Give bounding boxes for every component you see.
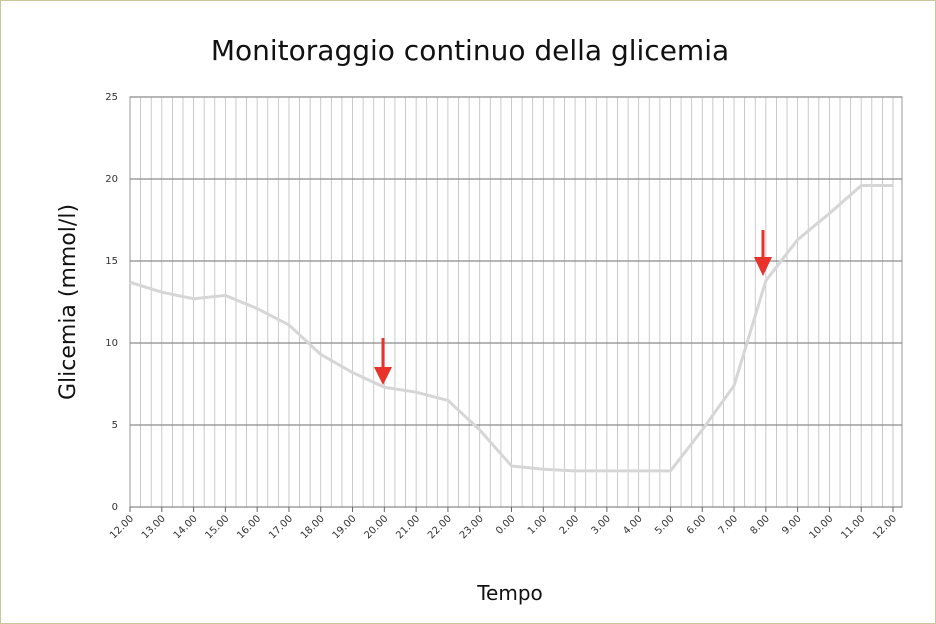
chart-title: Monitoraggio continuo della glicemia <box>211 34 729 67</box>
y-tick-label: 10 <box>105 338 118 349</box>
arrow-head <box>754 257 772 276</box>
y-tick-label: 15 <box>105 256 118 267</box>
data-line <box>129 184 893 473</box>
y-tick-label: 25 <box>105 92 118 103</box>
minor-grid <box>129 96 903 508</box>
y-axis-label: Glicemia (mmol/l) <box>56 204 81 400</box>
arrows <box>374 230 772 385</box>
y-tick-label: 5 <box>112 420 118 431</box>
arrow-head <box>374 367 392 385</box>
y-tick-label: 0 <box>112 502 118 513</box>
x-axis-label: Tempo <box>476 581 543 605</box>
y-tick-label: 20 <box>105 174 118 185</box>
